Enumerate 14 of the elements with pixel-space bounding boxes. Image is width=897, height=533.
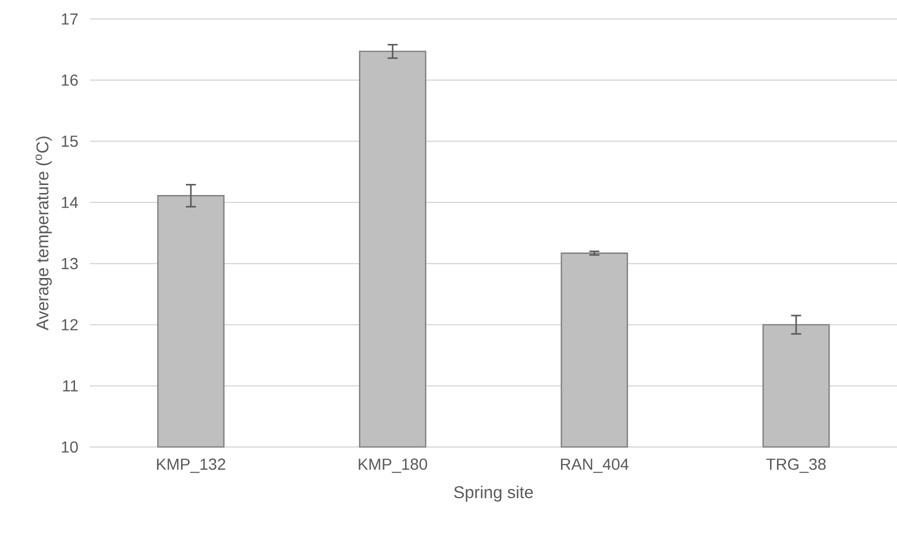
y-tick-label: 13 <box>62 258 78 270</box>
y-tick-label: 11 <box>63 380 78 392</box>
y-tick-label: 10 <box>62 441 78 453</box>
x-axis-title: Spring site <box>454 486 533 502</box>
y-tick-label: 12 <box>62 319 78 330</box>
x-tick-label: KMP_132 <box>157 458 226 473</box>
y-tick-label: 14 <box>62 196 78 208</box>
x-tick-label: TRG_38 <box>766 458 826 473</box>
y-tick-label: 17 <box>62 13 78 25</box>
x-tick-label: RAN_404 <box>561 458 629 473</box>
y-axis-title: Average temperature ($^{o}$C) <box>36 136 52 330</box>
y-tick-label: 15 <box>62 136 78 147</box>
y-tick-label: 16 <box>62 74 78 86</box>
x-tick-label: KMP_180 <box>358 458 428 473</box>
